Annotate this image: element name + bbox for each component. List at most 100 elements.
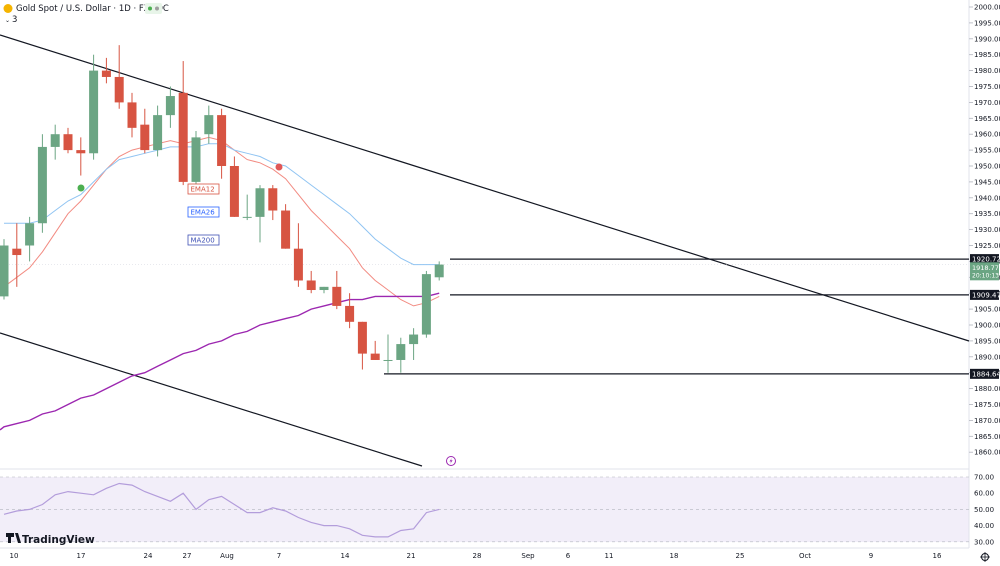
- price-tick-label[interactable]: 1890.00: [974, 353, 1000, 361]
- price-tick-label[interactable]: 1865.00: [974, 433, 1000, 441]
- candle[interactable]: [421, 270, 431, 338]
- price-tick-label[interactable]: 1975.00: [974, 83, 1000, 91]
- time-tick-label[interactable]: 11: [605, 552, 614, 560]
- time-tick-label[interactable]: Sep: [521, 552, 535, 560]
- time-tick-label[interactable]: 21: [407, 552, 416, 560]
- trendlines[interactable]: [0, 34, 970, 467]
- lower-trendline[interactable]: [0, 332, 423, 467]
- price-tick-label[interactable]: 1970.00: [974, 99, 1000, 107]
- time-tick-label[interactable]: Oct: [799, 552, 811, 560]
- candle-body[interactable]: [114, 76, 124, 103]
- candle[interactable]: [332, 270, 342, 310]
- time-tick-label[interactable]: 10: [10, 552, 19, 560]
- candle-body[interactable]: [383, 359, 393, 361]
- upper-trendline[interactable]: [0, 34, 970, 342]
- candle[interactable]: [383, 334, 393, 373]
- candle-body[interactable]: [396, 344, 406, 360]
- candle[interactable]: [306, 270, 316, 294]
- price-tick-label[interactable]: 1995.00: [974, 19, 1000, 27]
- price-tick-label[interactable]: 1880.00: [974, 385, 1000, 393]
- candle[interactable]: [25, 216, 35, 262]
- price-tick-label[interactable]: 1925.00: [974, 242, 1000, 250]
- price-tick-label[interactable]: 2000.00: [974, 4, 1000, 12]
- candle-body[interactable]: [255, 188, 265, 217]
- event-marker[interactable]: [446, 456, 456, 466]
- price-pane[interactable]: [0, 0, 969, 467]
- price-tick-label[interactable]: 1980.00: [974, 67, 1000, 75]
- candle-body[interactable]: [319, 286, 329, 291]
- candle[interactable]: [268, 185, 278, 221]
- candle-body[interactable]: [50, 134, 60, 147]
- price-tick-label[interactable]: 1905.00: [974, 306, 1000, 314]
- candle[interactable]: [217, 108, 227, 179]
- candle-body[interactable]: [409, 334, 419, 345]
- price-axis[interactable]: 2000.00 1995.00 1990.00 1985.00 1980.00 1975.…: [969, 4, 1000, 457]
- candle-body[interactable]: [25, 223, 35, 246]
- candle[interactable]: [12, 223, 22, 287]
- time-tick-label[interactable]: 25: [736, 552, 745, 560]
- candle[interactable]: [293, 223, 303, 287]
- candle[interactable]: [0, 239, 9, 300]
- candle-body[interactable]: [204, 115, 214, 135]
- candle-body[interactable]: [306, 280, 316, 291]
- time-tick-label[interactable]: 24: [144, 552, 153, 560]
- price-tick-label[interactable]: 1965.00: [974, 115, 1000, 123]
- candle-body[interactable]: [332, 286, 342, 306]
- candle[interactable]: [255, 185, 265, 243]
- time-tick-label[interactable]: Aug: [220, 552, 234, 560]
- time-tick-label[interactable]: 14: [341, 552, 350, 560]
- candle[interactable]: [37, 134, 47, 233]
- candle-body[interactable]: [268, 188, 278, 211]
- time-tick-label[interactable]: 6: [566, 552, 571, 560]
- candle[interactable]: [127, 92, 137, 138]
- candle[interactable]: [281, 204, 291, 249]
- candle[interactable]: [165, 86, 175, 128]
- candle-body[interactable]: [0, 245, 9, 297]
- price-tick-label[interactable]: 1935.00: [974, 210, 1000, 218]
- candle[interactable]: [63, 127, 73, 154]
- time-tick-label[interactable]: 28: [473, 552, 482, 560]
- price-tick-label[interactable]: 1900.00: [974, 322, 1000, 330]
- price-tick-label[interactable]: 1960.00: [974, 131, 1000, 139]
- price-tick-label[interactable]: 1985.00: [974, 51, 1000, 59]
- candle-body[interactable]: [12, 248, 22, 256]
- price-tick-label[interactable]: 1945.00: [974, 178, 1000, 186]
- candle-body[interactable]: [434, 264, 444, 278]
- candle-body[interactable]: [191, 137, 201, 182]
- candle-body[interactable]: [76, 150, 86, 154]
- candle[interactable]: [242, 194, 252, 221]
- candle[interactable]: [178, 61, 188, 186]
- candle[interactable]: [409, 328, 419, 360]
- price-tick-label[interactable]: 1990.00: [974, 35, 1000, 43]
- candle-body[interactable]: [140, 124, 150, 151]
- price-tick-label[interactable]: 1870.00: [974, 417, 1000, 425]
- candle-body[interactable]: [178, 92, 188, 182]
- candle[interactable]: [101, 57, 111, 84]
- candle[interactable]: [140, 108, 150, 154]
- candle-body[interactable]: [127, 102, 137, 128]
- tradingview-logo[interactable]: TradingView: [6, 533, 95, 546]
- price-tick-label[interactable]: 1860.00: [974, 449, 1000, 457]
- candle-body[interactable]: [229, 166, 239, 217]
- time-axis[interactable]: 10 17 24 27 Aug 7 14 21 28 Sep 6 11 18 25 Oct 9 16: [10, 552, 942, 560]
- candle-body[interactable]: [421, 274, 431, 335]
- candle-body[interactable]: [281, 210, 291, 249]
- candle-body[interactable]: [345, 305, 355, 322]
- time-tick-label[interactable]: 16: [933, 552, 942, 560]
- candle-body[interactable]: [153, 115, 163, 151]
- horizontal-levels[interactable]: [0, 258, 969, 375]
- price-tick-label[interactable]: 1895.00: [974, 337, 1000, 345]
- time-tick-label[interactable]: 9: [869, 552, 873, 560]
- price-tick-label[interactable]: 1930.00: [974, 226, 1000, 234]
- candle-body[interactable]: [293, 248, 303, 281]
- collapse-chevron-icon[interactable]: ⌄: [5, 17, 10, 24]
- settings-button[interactable]: [980, 552, 990, 562]
- candle-body[interactable]: [217, 115, 227, 166]
- symbol-title[interactable]: Gold Spot / U.S. Dollar · 1D · FX_IDC: [16, 4, 169, 14]
- candle[interactable]: [319, 286, 329, 294]
- candle-body[interactable]: [101, 70, 111, 77]
- price-tick-label[interactable]: 1950.00: [974, 163, 1000, 171]
- candle-body[interactable]: [37, 146, 47, 224]
- time-tick-label[interactable]: 17: [77, 552, 86, 560]
- price-tick-label[interactable]: 1875.00: [974, 401, 1000, 409]
